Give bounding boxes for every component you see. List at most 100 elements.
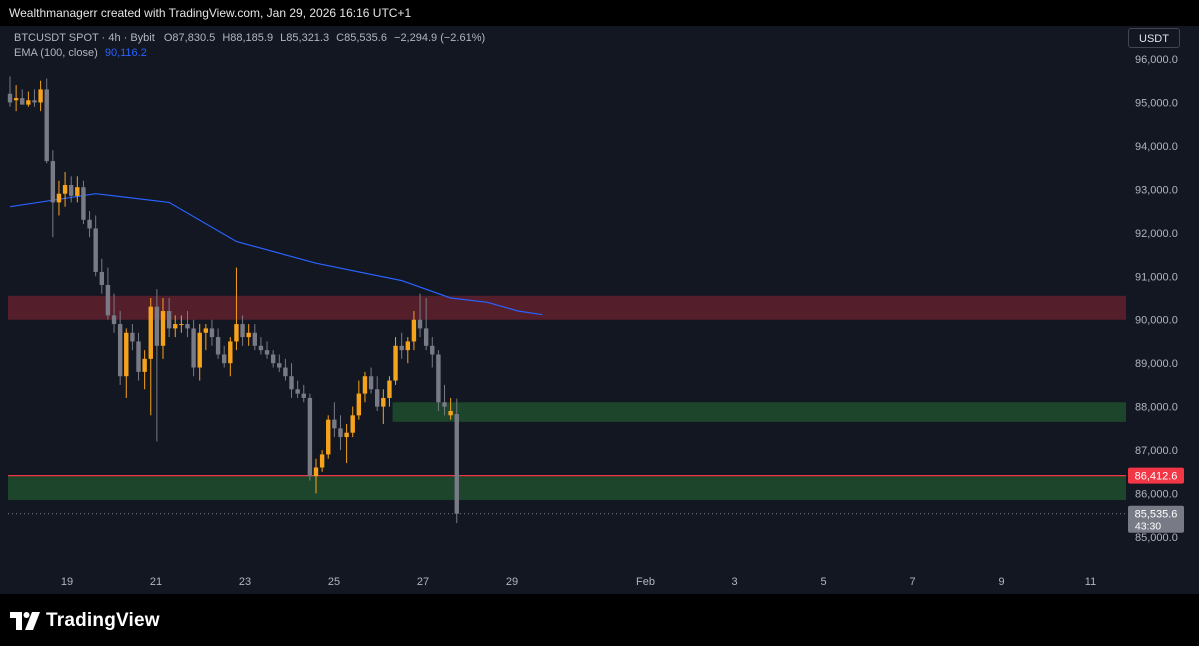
level-price-label: 86,412.6 [1135,471,1178,483]
candle-body [130,332,135,342]
candle-body [264,350,270,355]
tradingview-logo-icon [10,612,40,630]
candle-body [301,393,306,398]
zone-resistance[interactable] [8,295,1126,320]
level-price-tag [1128,467,1184,484]
symbol-name[interactable]: BTCUSDT SPOT · 4h · Bybit [14,32,155,44]
ema-label[interactable]: EMA (100, close) [14,47,98,59]
high-value: 88,185.9 [230,32,274,44]
zone-support-lower[interactable] [8,475,1126,501]
x-tick-label: 29 [506,576,518,588]
candle-body [75,187,80,196]
ema-row: EMA (100, close) 90,116.2 [14,46,485,61]
y-tick-label: 94,000.0 [1135,141,1178,153]
ema-value: 90,116.2 [104,47,147,59]
candle-body [454,414,459,514]
y-tick-label: 86,000.0 [1135,489,1178,501]
candle-body [166,311,172,329]
x-tick-label: 11 [1085,576,1096,588]
candle-body [44,89,49,162]
candle-body [222,354,227,364]
candle-body [26,100,31,105]
candle-body [81,187,86,220]
candle-body [368,376,374,390]
zone-support-upper[interactable] [392,402,1126,422]
candle-body [142,358,147,372]
change-value: −2,294.9 (−2.61%) [394,32,486,44]
candle-body [148,306,153,359]
candle-body [405,341,410,351]
candle-body [350,415,355,433]
candle-body [185,324,190,329]
candle-body [387,380,392,398]
candle-body [7,93,13,103]
x-tick-label: 25 [328,576,340,588]
y-tick-label: 90,000.0 [1135,315,1178,327]
currency-button[interactable]: USDT [1128,28,1180,48]
candle-body [270,354,276,364]
candle-body [215,337,221,355]
candle-body [160,311,166,346]
open-label: O [163,32,173,44]
candle-body [319,454,325,468]
candle-body [87,219,92,229]
attribution-text: Wealthmanagerr created with TradingView.… [9,6,412,20]
candle-body [240,324,245,338]
candle-body [32,100,37,103]
candle-body [38,89,43,103]
x-tick-label: 3 [731,576,737,588]
candle-body [13,98,19,101]
candle-body [209,328,215,338]
candle-body [50,161,56,203]
tradingview-brand: TradingView [46,610,160,631]
candle-body [423,328,429,346]
candle-body [381,397,386,407]
candle-body [252,332,257,346]
candle-body [417,319,423,329]
candle-body [191,328,196,368]
x-tick-label: 27 [417,576,429,588]
candle-body [117,324,123,377]
candle-body [448,410,453,416]
y-tick-label: 96,000.0 [1135,54,1178,66]
x-tick-label: Feb [636,576,655,588]
candle-body [442,402,447,407]
last-price-tag [1128,505,1184,533]
open-value: 87,830.5 [172,32,216,44]
candle-body [228,341,233,364]
low-value: 85,321.3 [286,32,330,44]
y-tick-label: 91,000.0 [1135,271,1178,283]
attribution-bar: Wealthmanagerr created with TradingView.… [0,0,1199,26]
y-tick-label: 87,000.0 [1135,445,1178,457]
candle-body [105,284,111,316]
x-tick-label: 19 [61,576,73,588]
candle-body [258,345,264,351]
candle-body [332,419,337,429]
candle-body [362,376,368,394]
candle-body [197,332,202,368]
y-tick-label: 88,000.0 [1135,402,1178,414]
candle-body [246,332,251,338]
candle-body [203,328,209,333]
candle-body [20,98,25,105]
x-tick-label: 9 [998,576,1004,588]
candle-body [356,393,362,416]
last-price-label: 85,535.6 [1135,509,1178,521]
x-tick-label: 21 [150,576,162,588]
high-label: H [222,32,231,44]
tradingview-logo[interactable]: TradingView [10,610,160,632]
low-label: L [280,32,287,44]
bar-countdown-label: 43:30 [1135,521,1161,533]
y-tick-label: 93,000.0 [1135,184,1178,196]
ema-line [9,193,543,316]
candle-body [326,419,331,455]
y-tick-label: 92,000.0 [1135,228,1178,240]
candle-body [136,341,141,372]
ohlc-row: BTCUSDT SPOT · 4h · Bybit O87,830.5 H88,… [14,31,485,46]
candle-body [399,345,404,351]
y-tick-label: 95,000.0 [1135,97,1178,109]
candle-body [93,228,98,272]
x-tick-label: 5 [820,576,826,588]
candle-body [344,432,349,438]
